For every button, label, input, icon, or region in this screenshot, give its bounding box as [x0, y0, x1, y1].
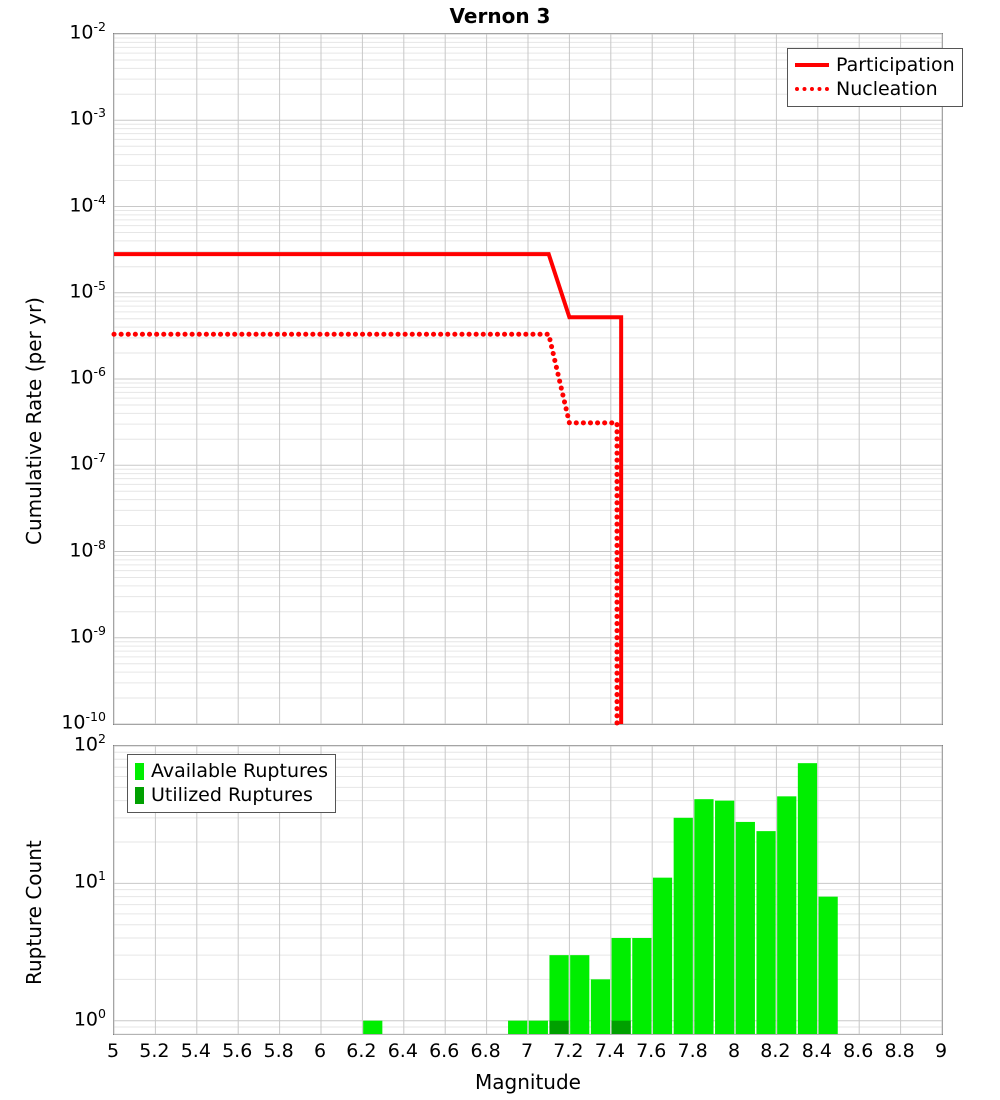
bar-available [797, 763, 818, 1034]
legend-label: Nucleation [836, 78, 938, 100]
x-tick-5.2: 5.2 [139, 1040, 170, 1062]
bar-available [818, 896, 838, 1034]
top-y-tick--6: 10-6 [69, 364, 106, 389]
bar-utilized [549, 1020, 569, 1034]
bar-available [673, 817, 693, 1034]
top-y-tick--2: 10-2 [69, 19, 106, 44]
series-line-nucleation [111, 331, 620, 727]
bottom-y-tick-1: 101 [73, 868, 106, 893]
bar-available [611, 938, 631, 1034]
x-tick-6.2: 6.2 [346, 1040, 377, 1062]
bar-available [549, 955, 569, 1034]
x-tick-8.2: 8.2 [760, 1040, 791, 1062]
x-tick-8.8: 8.8 [884, 1040, 915, 1062]
x-tick-7.4: 7.4 [594, 1040, 625, 1062]
bar-available [735, 821, 755, 1034]
legend-label: Participation [836, 54, 955, 76]
bottom-y-tick-2: 102 [73, 731, 106, 756]
bar-available [528, 1020, 548, 1034]
bar-available [715, 800, 735, 1034]
solid-line-icon [795, 63, 829, 67]
legend-item-available-ruptures: Available Ruptures [135, 759, 328, 783]
x-axis-label: Magnitude [475, 1070, 581, 1094]
bar-available [508, 1020, 528, 1034]
x-tick-6.4: 6.4 [387, 1040, 418, 1062]
bottom-panel-y-axis-label: Rupture Count [22, 840, 46, 985]
x-tick-7.8: 7.8 [677, 1040, 708, 1062]
top-y-tick--3: 10-3 [69, 105, 106, 130]
bar-available [590, 979, 611, 1034]
top-panel-y-axis-label: Cumulative Rate (per yr) [22, 297, 46, 545]
x-tick-7.6: 7.6 [636, 1040, 667, 1062]
bottom-y-tick-0: 100 [73, 1005, 106, 1031]
bar-available [363, 1020, 383, 1034]
top-y-tick--9: 10-9 [69, 622, 106, 648]
top-y-tick--10: 10-10 [61, 709, 106, 734]
x-tick-6.6: 6.6 [429, 1040, 460, 1062]
series-line-participation [114, 252, 624, 724]
x-tick-5.6: 5.6 [222, 1040, 253, 1062]
x-tick-7.2: 7.2 [553, 1040, 584, 1062]
x-tick-8: 8 [727, 1040, 741, 1062]
legend-item-participation: Participation [795, 53, 955, 77]
x-tick-5.4: 5.4 [180, 1040, 211, 1062]
legend-item-utilized-ruptures: Utilized Ruptures [135, 783, 328, 807]
bar-available [632, 938, 652, 1034]
bar-available [777, 796, 797, 1034]
bar-utilized [611, 1020, 631, 1034]
top-y-tick--5: 10-5 [69, 277, 106, 303]
x-tick-6.8: 6.8 [470, 1040, 501, 1062]
x-tick-8.6: 8.6 [843, 1040, 874, 1062]
top-panel-legend: Participation Nucleation [787, 48, 963, 107]
x-tick-6: 6 [313, 1040, 327, 1062]
x-tick-7: 7 [520, 1040, 534, 1062]
bar-available [652, 877, 673, 1034]
color-swatch-icon [135, 762, 144, 780]
color-swatch-icon [135, 786, 144, 804]
dotted-line-icon [795, 87, 829, 91]
top-y-tick--7: 10-7 [69, 450, 106, 475]
top-panel-plot-area [111, 33, 943, 727]
x-tick-9: 9 [934, 1040, 948, 1062]
top-y-tick--4: 10-4 [69, 191, 106, 216]
legend-label: Utilized Ruptures [151, 784, 313, 806]
top-y-tick--8: 10-8 [69, 536, 106, 561]
bottom-panel-legend: Available Ruptures Utilized Ruptures [127, 754, 336, 813]
bar-available [694, 799, 714, 1034]
legend-label: Available Ruptures [151, 760, 328, 782]
bar-available [570, 955, 590, 1034]
page-title: Vernon 3 [449, 4, 551, 28]
bar-available [756, 831, 776, 1034]
x-tick-8.4: 8.4 [801, 1040, 832, 1062]
legend-item-nucleation: Nucleation [795, 77, 955, 101]
x-tick-5.8: 5.8 [263, 1040, 294, 1062]
x-tick-5: 5 [106, 1040, 120, 1062]
